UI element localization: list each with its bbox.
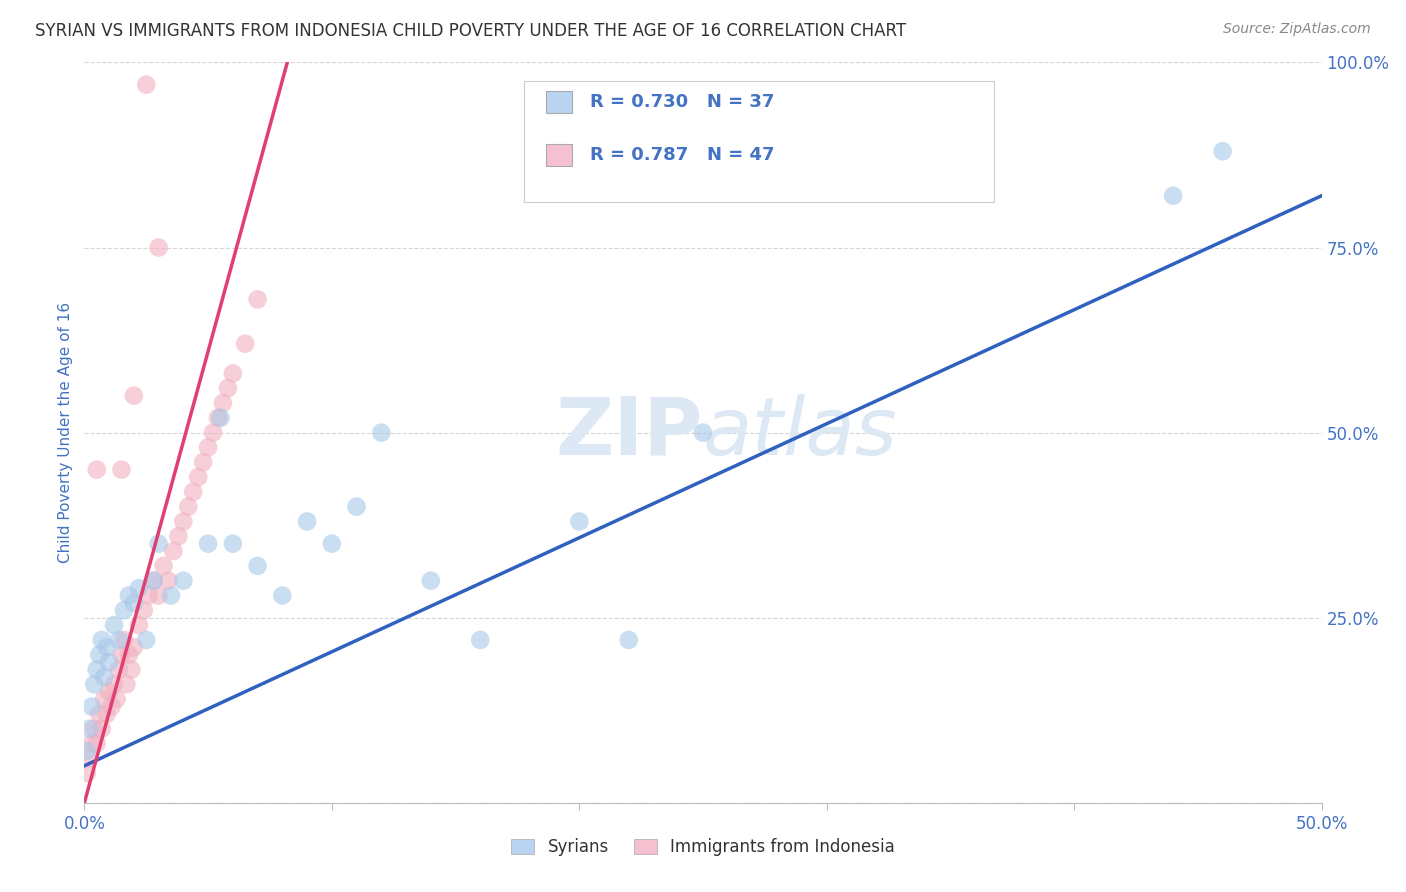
Point xyxy=(1212,145,1234,159)
Text: SYRIAN VS IMMIGRANTS FROM INDONESIA CHILD POVERTY UNDER THE AGE OF 16 CORRELATIO: SYRIAN VS IMMIGRANTS FROM INDONESIA CHIL… xyxy=(35,22,907,40)
Point xyxy=(89,648,111,662)
Point xyxy=(172,574,194,588)
FancyBboxPatch shape xyxy=(523,81,994,202)
Point xyxy=(135,632,157,647)
Point xyxy=(93,692,115,706)
Point xyxy=(148,240,170,255)
Text: Source: ZipAtlas.com: Source: ZipAtlas.com xyxy=(1223,22,1371,37)
Point xyxy=(122,388,145,402)
Point xyxy=(93,670,115,684)
Point xyxy=(103,677,125,691)
Point xyxy=(138,589,160,603)
Point xyxy=(118,589,141,603)
Point xyxy=(108,632,131,647)
Point xyxy=(132,603,155,617)
Point xyxy=(112,603,135,617)
Point xyxy=(96,640,118,655)
Point xyxy=(110,462,132,476)
Text: ZIP: ZIP xyxy=(555,393,703,472)
Point xyxy=(90,632,112,647)
Point xyxy=(108,663,131,677)
Point xyxy=(191,455,214,469)
Text: R = 0.730   N = 37: R = 0.730 N = 37 xyxy=(591,93,775,111)
Legend: Syrians, Immigrants from Indonesia: Syrians, Immigrants from Indonesia xyxy=(502,830,904,865)
Point xyxy=(76,744,98,758)
Point xyxy=(233,336,256,351)
Point xyxy=(98,655,121,669)
Point xyxy=(142,574,165,588)
Point xyxy=(98,685,121,699)
Point xyxy=(90,722,112,736)
Point xyxy=(271,589,294,603)
Point xyxy=(100,699,122,714)
Point xyxy=(295,515,318,529)
FancyBboxPatch shape xyxy=(546,91,572,112)
Point xyxy=(222,536,245,550)
Text: R = 0.787   N = 47: R = 0.787 N = 47 xyxy=(591,146,775,164)
Point xyxy=(157,574,180,588)
Point xyxy=(83,677,105,691)
Point xyxy=(86,462,108,476)
Point xyxy=(160,589,183,603)
Point xyxy=(692,425,714,440)
Point xyxy=(346,500,368,514)
Point xyxy=(187,470,209,484)
Point xyxy=(419,574,441,588)
Point xyxy=(217,381,239,395)
Point xyxy=(122,640,145,655)
Point xyxy=(120,663,142,677)
Point xyxy=(568,515,591,529)
Point xyxy=(83,722,105,736)
FancyBboxPatch shape xyxy=(546,144,572,166)
Point xyxy=(207,410,229,425)
Point xyxy=(1161,188,1184,202)
Point xyxy=(162,544,184,558)
Point xyxy=(122,596,145,610)
Point xyxy=(202,425,225,440)
Point xyxy=(110,648,132,662)
Point xyxy=(148,589,170,603)
Point xyxy=(152,558,174,573)
Point xyxy=(181,484,204,499)
Point xyxy=(89,706,111,721)
Point xyxy=(321,536,343,550)
Point xyxy=(118,648,141,662)
Point xyxy=(86,663,108,677)
Point xyxy=(167,529,190,543)
Point xyxy=(370,425,392,440)
Point xyxy=(197,536,219,550)
Point xyxy=(617,632,640,647)
Point xyxy=(470,632,492,647)
Point xyxy=(135,78,157,92)
Point xyxy=(103,618,125,632)
Point xyxy=(80,737,103,751)
Point xyxy=(115,677,138,691)
Point xyxy=(79,722,101,736)
Point xyxy=(246,558,269,573)
Point xyxy=(172,515,194,529)
Point xyxy=(142,574,165,588)
Point xyxy=(128,581,150,595)
Text: atlas: atlas xyxy=(703,393,898,472)
Point xyxy=(96,706,118,721)
Point xyxy=(212,396,235,410)
Point xyxy=(80,699,103,714)
Point xyxy=(177,500,200,514)
Point xyxy=(209,410,232,425)
Point xyxy=(222,367,245,381)
Point xyxy=(79,751,101,765)
Point xyxy=(128,618,150,632)
Point xyxy=(197,441,219,455)
Point xyxy=(86,737,108,751)
Y-axis label: Child Poverty Under the Age of 16: Child Poverty Under the Age of 16 xyxy=(58,302,73,563)
Point xyxy=(76,766,98,780)
Point xyxy=(148,536,170,550)
Point xyxy=(105,692,128,706)
Point xyxy=(246,293,269,307)
Point xyxy=(112,632,135,647)
